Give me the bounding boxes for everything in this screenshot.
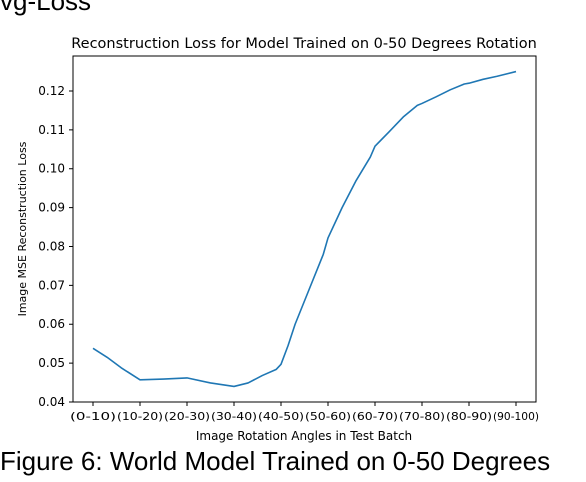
x-tick-label: (80-90) (446, 410, 492, 423)
x-tick-label: (40-50) (258, 410, 304, 423)
series-line (92, 70, 517, 388)
data-series-group (92, 70, 517, 388)
x-tick-label: (60-70) (352, 410, 398, 423)
x-axis-label: Image Rotation Angles in Test Batch (196, 429, 412, 443)
figure-caption: Figure 6: World Model Trained on 0-50 De… (0, 446, 551, 476)
cropped-heading-fragment: vg-Loss (0, 0, 92, 16)
y-tick-label: 0.10 (38, 162, 65, 176)
y-tick-label: 0.11 (38, 123, 65, 137)
y-tick-label: 0.07 (38, 278, 65, 292)
y-tick-label: 0.04 (38, 395, 65, 409)
y-tick-label: 0.08 (38, 239, 65, 253)
x-tick-label: (10-20) (117, 410, 163, 423)
chart-title: Reconstruction Loss for Model Trained on… (71, 36, 537, 52)
y-tick-label: 0.12 (38, 84, 65, 98)
x-tick-label: (90-100) (493, 410, 539, 423)
y-tick-label: 0.05 (38, 356, 65, 370)
y-tick-label: 0.09 (38, 201, 65, 215)
x-tick-label: (70-80) (399, 410, 445, 423)
y-axis-ticks: 0.04 0.05 0.06 0.07 0.08 0.09 0.10 0.11 0.12 (38, 84, 73, 409)
y-axis-label: Image MSE Reconstruction Loss (16, 141, 29, 316)
plot-area-frame (72, 55, 537, 403)
x-tick-label: (0-10) (70, 410, 116, 423)
x-axis-ticks: (0-10) (10-20) (20-30) (30-40) (40-50) (50-60… (70, 402, 539, 423)
y-tick-label: 0.06 (38, 317, 65, 331)
x-tick-label: (20-30) (164, 410, 210, 423)
x-tick-label: (50-60) (305, 410, 351, 423)
x-tick-label: (30-40) (211, 410, 257, 423)
